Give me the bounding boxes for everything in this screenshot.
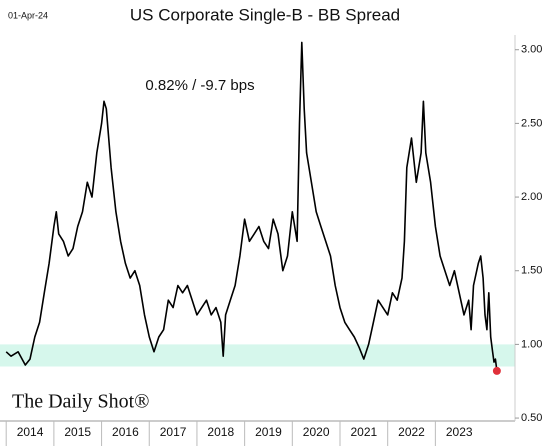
plot: 0.50 1.00 1.50 2.00 2.50 3.00 2014 2015 2016 2017… xyxy=(0,35,542,446)
x-tick-label: 2015 xyxy=(64,425,91,439)
highlight-band xyxy=(0,344,515,367)
source-logo: The Daily Shot® xyxy=(12,391,149,413)
x-tick-label: 2020 xyxy=(303,425,330,439)
x-tick-label: 2021 xyxy=(350,425,377,439)
y-tick-label: 3.00 xyxy=(521,44,542,56)
annotation: 0.82% / -9.7 bps xyxy=(145,77,254,94)
chart-title: US Corporate Single-B - BB Spread xyxy=(130,5,400,24)
x-tick-label: 2022 xyxy=(398,425,425,439)
y-tick-label: 1.50 xyxy=(521,265,542,277)
x-tick-label: 2019 xyxy=(255,425,282,439)
x-tick-label: 2014 xyxy=(17,425,44,439)
x-tick-label: 2017 xyxy=(160,425,187,439)
line-series xyxy=(5,41,498,372)
x-tick-label: 2018 xyxy=(207,425,234,439)
x-tick-label: 2023 xyxy=(446,425,473,439)
y-tick-label: 2.50 xyxy=(521,117,542,129)
x-tick-label: 2016 xyxy=(112,425,139,439)
y-tick-label: 1.00 xyxy=(521,338,542,350)
date-label: 01-Apr-24 xyxy=(8,10,48,20)
y-tick-label: 0.50 xyxy=(521,412,542,424)
y-tick-label: 2.00 xyxy=(521,191,542,203)
end-marker xyxy=(492,366,501,375)
